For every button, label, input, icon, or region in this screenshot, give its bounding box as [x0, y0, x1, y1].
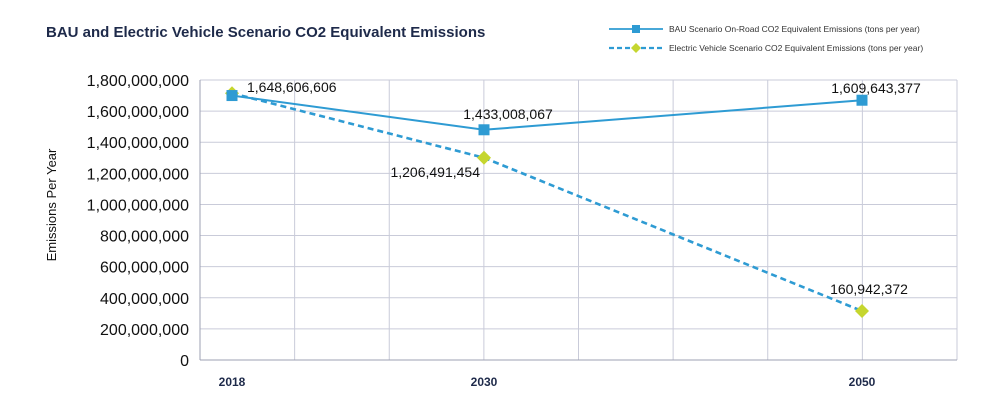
data-label: 1,206,491,454	[390, 164, 480, 180]
x-tick-label: 2050	[849, 375, 876, 389]
data-point-diamond	[477, 150, 491, 165]
axes	[199, 80, 957, 361]
y-axis-label: Emissions Per Year	[44, 148, 59, 261]
legend-label: Electric Vehicle Scenario CO2 Equivalent…	[669, 43, 923, 53]
y-tick-label: 800,000,000	[100, 229, 189, 246]
legend-marker-square	[632, 25, 640, 33]
data-labels: 1,648,606,606 1,433,008,067 1,609,643,377 1…	[247, 79, 921, 297]
data-label: 1,648,606,606	[247, 79, 337, 95]
series	[225, 86, 869, 318]
series-bau	[226, 90, 868, 136]
y-tick-label: 400,000,000	[100, 291, 189, 308]
legend-label: BAU Scenario On-Road CO2 Equivalent Emis…	[669, 24, 920, 34]
legend-entry-bau: BAU Scenario On-Road CO2 Equivalent Emis…	[609, 24, 920, 34]
y-tick-label: 1,200,000,000	[87, 166, 189, 183]
chart-title: BAU and Electric Vehicle Scenario CO2 Eq…	[46, 24, 486, 41]
data-point-square	[856, 94, 868, 106]
data-point-square	[226, 90, 238, 102]
data-label: 160,942,372	[830, 281, 908, 297]
legend-marker-diamond	[631, 43, 641, 53]
y-tick-label: 600,000,000	[100, 260, 189, 277]
legend: BAU Scenario On-Road CO2 Equivalent Emis…	[609, 24, 923, 53]
y-tick-label: 1,000,000,000	[87, 197, 189, 214]
x-tick-labels: 2018 2030 2050	[219, 375, 876, 389]
x-tick-label: 2030	[471, 375, 498, 389]
y-tick-label: 1,600,000,000	[87, 104, 189, 121]
data-label: 1,433,008,067	[463, 106, 553, 122]
legend-entry-electric-vehicle: Electric Vehicle Scenario CO2 Equivalent…	[609, 43, 923, 53]
y-tick-label: 1,800,000,000	[87, 73, 189, 90]
data-point-square	[478, 124, 490, 136]
y-tick-label: 0	[180, 353, 189, 370]
y-tick-labels: 0 200,000,000 400,000,000 600,000,000 800,00…	[87, 73, 189, 370]
data-point-diamond	[855, 304, 869, 318]
y-tick-label: 1,400,000,000	[87, 135, 189, 152]
data-label: 1,609,643,377	[831, 80, 921, 96]
y-tick-label: 200,000,000	[100, 322, 189, 339]
x-tick-label: 2018	[219, 375, 246, 389]
